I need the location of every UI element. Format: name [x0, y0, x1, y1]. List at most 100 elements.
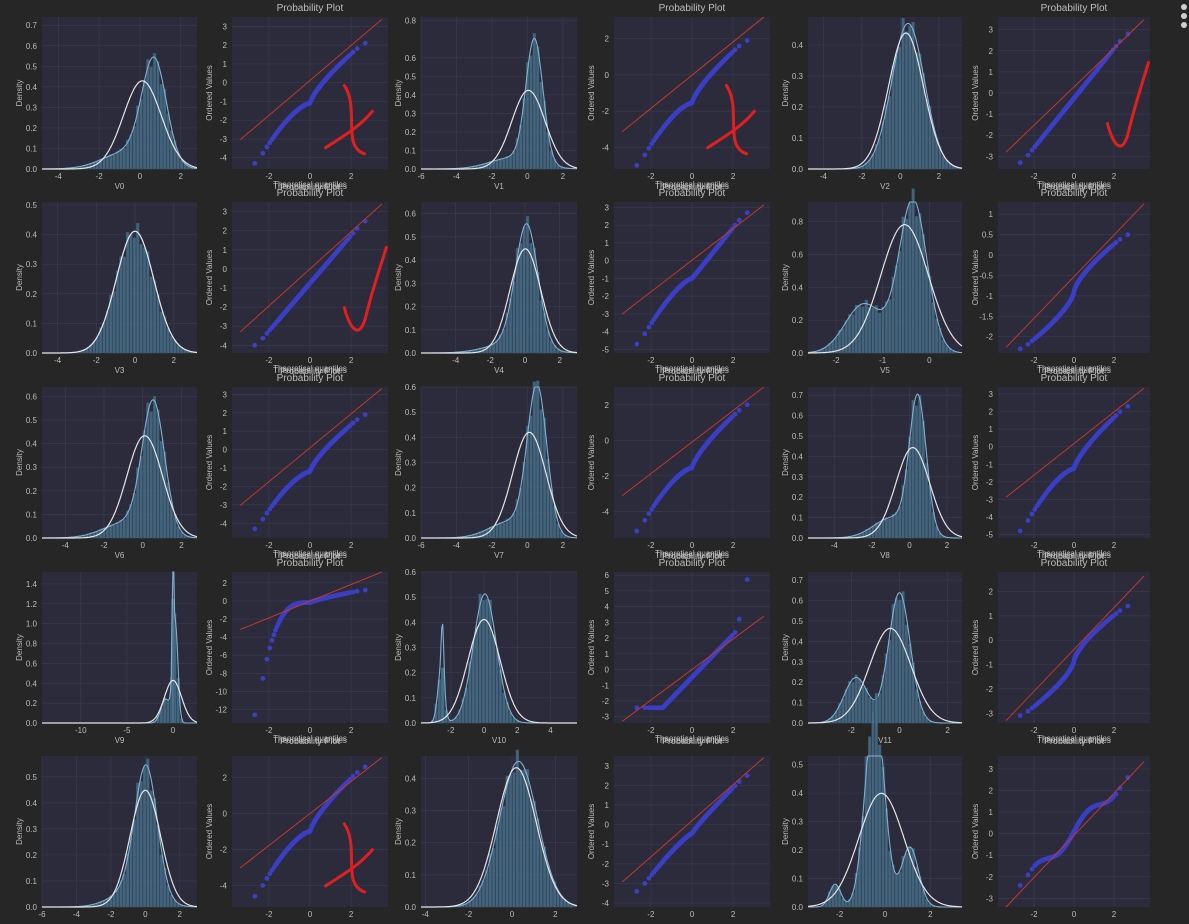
y-tick-label: -2	[602, 292, 610, 301]
y-tick-label: -3	[986, 709, 994, 718]
fit-line	[1005, 575, 1145, 722]
y-axis-label: Ordered Values	[971, 620, 980, 675]
hist-bar	[475, 626, 479, 724]
x-axis-label: V10	[492, 736, 507, 745]
y-tick-label: 0	[989, 830, 994, 839]
y-tick-label: 0.2	[405, 839, 417, 848]
hist-bar	[488, 853, 492, 908]
x-tick-label: 2	[349, 172, 354, 181]
x-axis-label: V7	[494, 551, 504, 560]
hist-bar	[911, 400, 915, 539]
y-axis-label: Ordered Values	[971, 65, 980, 120]
y-tick-label: 0.3	[792, 818, 804, 827]
qq-point	[362, 764, 368, 770]
hist-bar	[924, 898, 929, 908]
hist-bar	[468, 661, 472, 724]
y-axis-label: Density	[15, 449, 24, 476]
hist-bar	[169, 335, 174, 354]
y-axis-label: Ordered Values	[587, 620, 596, 675]
probability-plot-7: Probability Plot -2 0 2 -4 -3 -2 -1 0 1 2 3 Theoreti…	[205, 188, 388, 375]
hist-bar	[908, 643, 912, 724]
annotation-cross	[342, 822, 367, 894]
hist-bar	[827, 342, 832, 354]
axes-background	[808, 387, 962, 538]
x-tick-label: 0	[308, 356, 313, 365]
y-tick-label: 0.3	[792, 72, 804, 81]
y-tick-label: -2	[986, 478, 994, 487]
qq-point	[649, 320, 655, 326]
qq-point	[736, 217, 742, 223]
y-tick-label: 0.3	[405, 807, 417, 816]
x-tick-label: -2	[647, 910, 655, 919]
y-tick-label: 0.7	[792, 576, 804, 585]
x-tick-label: 2	[553, 910, 558, 919]
chart-title: Probability Plot	[659, 3, 726, 14]
hist-bar	[844, 689, 848, 724]
histogram-20: -2 0 2 4 0.0 0.1 0.2 0.3 0.4 0.5 0.6 V10 Density	[394, 568, 577, 745]
x-tick-label: -2	[265, 541, 273, 550]
y-axis-label: Density	[394, 264, 403, 291]
more-options-icon[interactable]	[1181, 4, 1189, 31]
hist-bar	[864, 529, 868, 539]
qq-point	[642, 152, 648, 158]
hist-bar	[529, 799, 533, 908]
probability-plot-19: Probability Plot-2 0 2-12-10-8-6-4-202Theo…	[205, 558, 388, 745]
y-tick-label: 3	[223, 390, 228, 399]
x-tick-label: 2	[731, 172, 736, 181]
y-tick-label: 0.8	[405, 17, 417, 26]
y-tick-label: 0.2	[26, 124, 38, 133]
hist-bar	[914, 52, 919, 170]
x-tick-label: 2	[945, 726, 950, 735]
y-tick-label: 0.3	[792, 473, 804, 482]
annotation-cross	[324, 109, 374, 150]
normal-fit-line	[42, 80, 198, 170]
y-tick-label: -4	[220, 519, 228, 528]
y-tick-label: 0.1	[405, 326, 417, 335]
hist-bar	[861, 686, 865, 724]
hist-bar	[176, 344, 180, 354]
probability-plot-11: Probability Plot -2 0 2 -2 -1.5 -1 -0.5 0 0.5 1 The…	[971, 188, 1150, 375]
y-tick-label: -6	[220, 651, 228, 660]
hist-bar	[512, 513, 516, 539]
x-tick-label: -2	[265, 356, 273, 365]
hist-bar	[878, 138, 882, 170]
x-tick-label: 2	[349, 910, 354, 919]
hist-bar	[149, 276, 153, 354]
y-tick-label: -8	[220, 669, 228, 678]
normal-fit-line	[42, 230, 198, 354]
x-tick-label: 0	[897, 726, 902, 735]
y-tick-label: 0.8	[792, 218, 804, 227]
histogram-24: -6 -4 -2 0 2 0.0 0.1 0.2 0.3 0.4 0.5 Density	[15, 756, 198, 919]
hist-bar	[525, 769, 530, 908]
chart-title: Probability Plot	[662, 736, 723, 746]
hist-bar	[898, 251, 902, 354]
chart-title: Probability Plot	[659, 188, 726, 199]
y-tick-label: -1	[986, 110, 994, 119]
y-tick-label: 3	[605, 762, 610, 771]
hist-bar	[166, 700, 170, 724]
histogram-0: -4 -2 0 2 0.0 0.1 0.2 0.3 0.4 0.5 0.6 0.7 V0 Density	[15, 17, 198, 191]
y-tick-label: -1	[602, 840, 610, 849]
hist-bar	[109, 895, 113, 908]
qq-point	[736, 407, 742, 413]
qq-point	[264, 331, 270, 336]
hist-bar	[901, 17, 905, 170]
y-tick-label: -4	[602, 899, 610, 908]
hist-bar	[911, 188, 915, 354]
hist-bar	[539, 841, 543, 908]
y-tick-label: 0.5	[792, 617, 804, 626]
hist-bar	[904, 469, 909, 539]
hist-bar	[911, 21, 915, 170]
qq-point	[646, 324, 652, 330]
x-tick-label: 2	[1112, 910, 1117, 919]
x-tick-label: 0	[690, 172, 695, 181]
x-tick-label: 2	[1112, 356, 1117, 365]
qq-point	[1025, 872, 1031, 878]
y-tick-label: 0.6	[792, 597, 804, 606]
y-tick-label: 1	[989, 210, 994, 219]
chart-title: Probability Plot	[1041, 188, 1108, 199]
x-tick-label: 0	[690, 726, 695, 735]
hist-bar	[871, 307, 875, 354]
y-tick-label: -3	[220, 135, 228, 144]
qq-point	[354, 46, 360, 51]
